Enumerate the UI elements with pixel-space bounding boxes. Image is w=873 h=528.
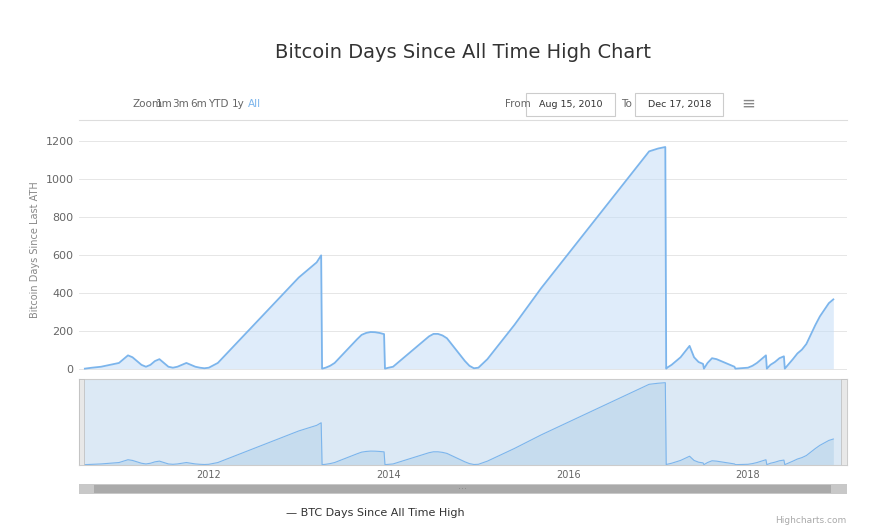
Text: 3m: 3m — [172, 99, 189, 109]
Text: 1m: 1m — [155, 99, 172, 109]
Bar — [79, 379, 84, 465]
Text: From: From — [505, 99, 531, 109]
Text: Bitcoin Days Since All Time High Chart: Bitcoin Days Since All Time High Chart — [275, 43, 650, 62]
Bar — [94, 485, 831, 493]
Text: — BTC Days Since All Time High: — BTC Days Since All Time High — [286, 508, 464, 518]
Text: Highcharts.com: Highcharts.com — [775, 516, 847, 525]
Text: All: All — [248, 99, 262, 109]
Bar — [842, 379, 847, 465]
Y-axis label: Bitcoin Days Since Last ATH: Bitcoin Days Since Last ATH — [30, 182, 40, 318]
Text: To: To — [621, 99, 632, 109]
Text: Dec 17, 2018: Dec 17, 2018 — [648, 100, 711, 109]
Text: Aug 15, 2010: Aug 15, 2010 — [540, 100, 602, 109]
FancyBboxPatch shape — [635, 93, 723, 117]
Text: YTD: YTD — [209, 99, 229, 109]
Text: Zoom: Zoom — [133, 99, 162, 109]
Text: 1y: 1y — [231, 99, 244, 109]
Text: ≡: ≡ — [741, 95, 754, 113]
FancyBboxPatch shape — [526, 93, 615, 117]
Text: 6m: 6m — [190, 99, 207, 109]
Text: ···: ··· — [458, 484, 467, 494]
